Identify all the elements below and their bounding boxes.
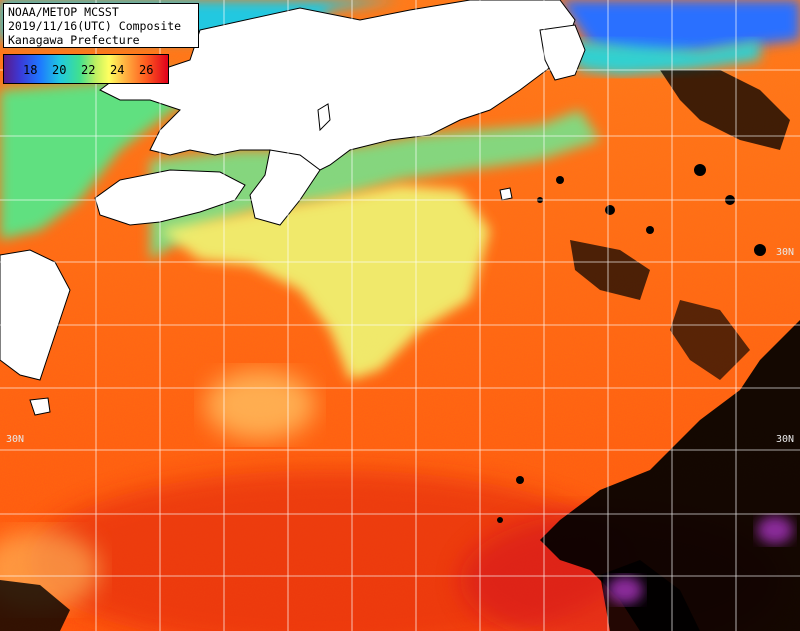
island-small-3 (499, 187, 513, 201)
legend-tick-22: 22 (81, 63, 96, 77)
legend-tick-20: 20 (52, 63, 67, 77)
lat-label-right-upper: 30N (776, 247, 795, 258)
cloud-speck (694, 164, 706, 176)
cloud-speck (605, 205, 615, 215)
kyushu-land (0, 249, 71, 381)
land (0, 0, 586, 416)
purple-hotspot-east (757, 516, 793, 544)
lat-label-left: 30N (6, 434, 25, 445)
cyan-water-northeast (560, 40, 760, 75)
cloud-speck (556, 176, 564, 184)
cloud-mass-southwest (0, 580, 70, 631)
legend-tick-18: 18 (23, 63, 38, 77)
cloud-mass-northeast (660, 70, 790, 150)
purple-hotspot-south (607, 576, 643, 604)
island-small-1 (317, 103, 331, 132)
cloud-mass-central-east (570, 240, 650, 300)
legend-tick-26: 26 (139, 63, 154, 77)
izu-land (539, 24, 586, 81)
shikoku-land (94, 169, 246, 226)
cool-coastal-band (150, 110, 600, 260)
title-box: NOAA/METOP MCSST 2019/11/16(UTC) Composi… (3, 3, 199, 48)
cloud-speck (516, 476, 524, 484)
cloud-mass-east (540, 320, 800, 631)
cloud-speck (754, 244, 766, 256)
kii-peninsula-land (249, 149, 321, 226)
title-line-satellite: NOAA/METOP MCSST (8, 5, 119, 19)
temperature-legend: 18 20 22 24 26 (3, 54, 169, 84)
cloud-speck (497, 517, 503, 523)
legend-tick-24: 24 (110, 63, 125, 77)
cloud-speck (646, 226, 654, 234)
green-water-north (0, 70, 200, 240)
title-line-prefecture: Kanagawa Prefecture (8, 33, 140, 47)
warm-eddy-yellow (205, 370, 315, 440)
cool-water-tongue (160, 185, 490, 380)
island-small-2 (29, 397, 51, 416)
cloud-mass-mid-east (670, 300, 750, 380)
title-line-date: 2019/11/16(UTC) Composite (8, 19, 182, 33)
lat-label-right: 30N (776, 434, 795, 445)
